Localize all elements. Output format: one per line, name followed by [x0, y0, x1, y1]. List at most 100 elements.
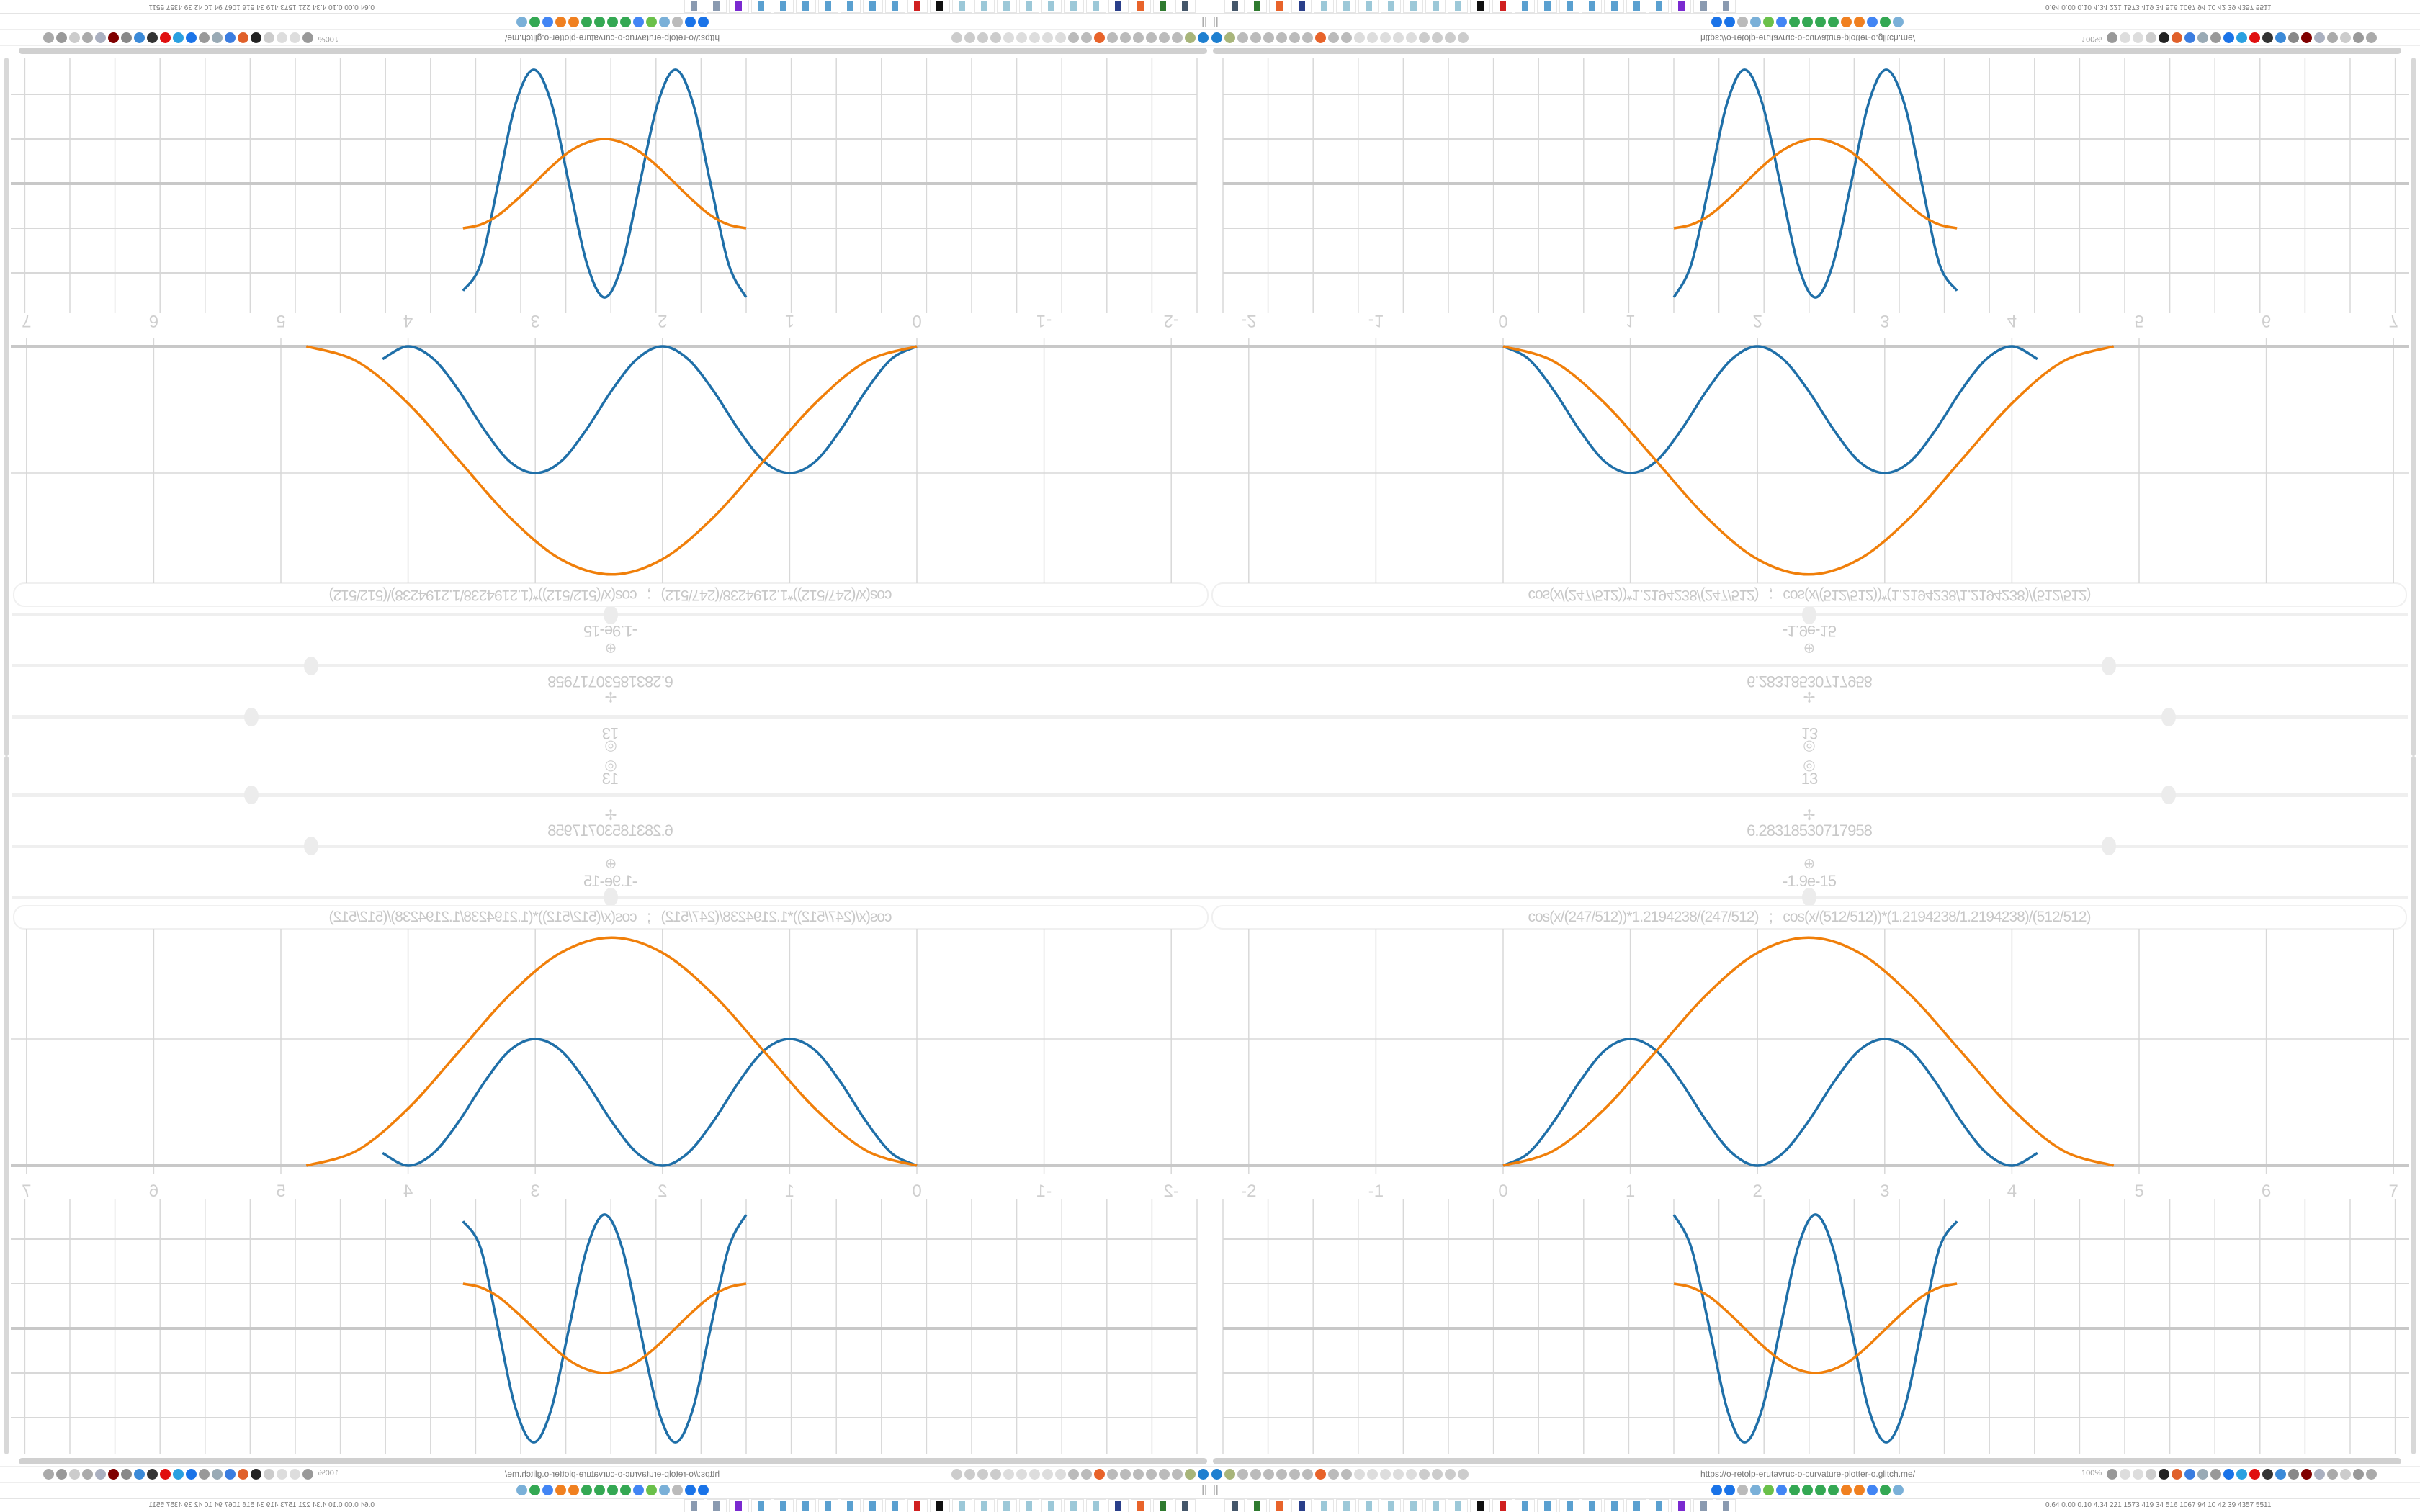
globe-icon[interactable] — [1237, 1469, 1248, 1480]
translate-icon[interactable] — [225, 32, 236, 43]
zoom-level[interactable]: 100% — [318, 1469, 339, 1477]
terminal-icon[interactable] — [1247, 0, 1267, 13]
notepad-icon[interactable] — [952, 1499, 972, 1512]
google-icon[interactable] — [607, 17, 618, 27]
settings-red-icon[interactable] — [1492, 0, 1512, 13]
document-icon[interactable] — [684, 0, 704, 13]
record-icon[interactable] — [160, 1469, 171, 1480]
google-icon[interactable] — [529, 17, 540, 27]
calculator-icon[interactable] — [885, 1499, 905, 1512]
calculator-icon[interactable] — [885, 0, 905, 13]
inkscape-icon[interactable] — [1470, 1499, 1490, 1512]
slider-handle[interactable] — [2161, 786, 2177, 804]
calculator-icon[interactable] — [818, 1499, 838, 1512]
period-slider[interactable] — [1210, 837, 2408, 855]
extension-icon[interactable] — [1224, 1469, 1235, 1480]
pause-icon[interactable]: || — [1213, 16, 1219, 28]
notepad-icon[interactable] — [974, 0, 995, 13]
google-icon[interactable] — [607, 1485, 618, 1495]
calculator-icon[interactable] — [751, 0, 771, 13]
google-icon[interactable] — [1828, 1485, 1839, 1495]
monitor-icon[interactable] — [1224, 0, 1245, 13]
dot-icon[interactable] — [1354, 1469, 1365, 1480]
monitor-icon[interactable] — [1175, 1499, 1196, 1512]
formula-input[interactable]: cos(x/(247/512))*1.2194238/(247/512) ; c… — [13, 905, 1209, 930]
horizontal-scrollbar[interactable] — [1213, 48, 2401, 54]
notepad-icon[interactable] — [1448, 1499, 1468, 1512]
archive-icon[interactable] — [121, 32, 132, 43]
settings-red-icon[interactable] — [1492, 1499, 1512, 1512]
gear-icon[interactable] — [2366, 32, 2377, 43]
color-picker-icon[interactable] — [238, 32, 248, 43]
forward-arrow-icon[interactable] — [2133, 1469, 2143, 1480]
vertical-scrollbar[interactable] — [4, 756, 9, 1454]
calculator-icon[interactable] — [774, 0, 794, 13]
offset-slider[interactable] — [1210, 606, 2408, 624]
globe-icon[interactable] — [1341, 1469, 1352, 1480]
bookmark-icon[interactable] — [672, 1485, 683, 1495]
snowflake-icon[interactable] — [1893, 1485, 1904, 1495]
gear-icon[interactable] — [43, 32, 54, 43]
mail-icon[interactable] — [1711, 17, 1722, 27]
download-icon[interactable] — [2159, 1469, 2169, 1480]
calculator-icon[interactable] — [1537, 0, 1557, 13]
terminal-icon[interactable] — [1153, 0, 1173, 13]
monitor-icon[interactable] — [1175, 0, 1196, 13]
color-picker-icon[interactable] — [2172, 32, 2182, 43]
mail-icon[interactable] — [698, 17, 709, 27]
google-icon[interactable] — [620, 17, 631, 27]
slider-handle[interactable] — [604, 888, 618, 906]
horizontal-scrollbar[interactable] — [19, 48, 1207, 54]
add-icon[interactable] — [2223, 1469, 2234, 1480]
dot-icon[interactable] — [1406, 1469, 1417, 1480]
gear-icon[interactable] — [1328, 1469, 1339, 1480]
slider-handle[interactable] — [304, 657, 318, 675]
google-icon[interactable] — [542, 1485, 553, 1495]
mouse-icon[interactable] — [2197, 1469, 2208, 1480]
shield-download-icon[interactable] — [173, 1469, 184, 1480]
wrench-icon[interactable] — [1302, 1469, 1313, 1480]
gear-icon[interactable] — [199, 1469, 210, 1480]
notepad-icon[interactable] — [1064, 0, 1084, 13]
gear-orange-icon[interactable] — [1841, 17, 1852, 27]
globe-icon[interactable] — [82, 32, 93, 43]
privacy-icon[interactable] — [95, 1469, 106, 1480]
back-arrow-icon[interactable] — [1432, 1469, 1443, 1480]
notepad-icon[interactable] — [1358, 0, 1379, 13]
dot-icon[interactable] — [1393, 1469, 1404, 1480]
star-icon[interactable] — [290, 1469, 300, 1480]
bookmark-icon[interactable] — [685, 17, 696, 27]
bookmark-icon[interactable] — [685, 1485, 696, 1495]
reload-icon[interactable] — [264, 1469, 274, 1480]
calculator-icon[interactable] — [1626, 0, 1646, 13]
formula-input[interactable]: cos(x/(247/512))*1.2194238/(247/512) ; c… — [13, 582, 1209, 607]
google-icon[interactable] — [1880, 17, 1891, 27]
privacy-mask-icon[interactable] — [1671, 1499, 1691, 1512]
notepad-icon[interactable] — [952, 0, 972, 13]
add-icon[interactable] — [186, 32, 197, 43]
center-slider[interactable] — [1210, 786, 2408, 804]
gear-orange-icon[interactable] — [555, 17, 566, 27]
firefox-icon[interactable] — [1269, 1499, 1289, 1512]
translate-icon[interactable] — [302, 32, 313, 43]
calculator-icon[interactable] — [841, 1499, 861, 1512]
bookmark-icon[interactable] — [1737, 17, 1748, 27]
notepad-icon[interactable] — [1425, 1499, 1446, 1512]
google-icon[interactable] — [1880, 1485, 1891, 1495]
calculator-icon[interactable] — [841, 0, 861, 13]
floppy-icon[interactable] — [1108, 1499, 1129, 1512]
puzzle-icon[interactable] — [69, 1469, 80, 1480]
trash-icon[interactable] — [2262, 1469, 2273, 1480]
google-icon[interactable] — [529, 1485, 540, 1495]
offset-slider[interactable] — [1210, 888, 2408, 906]
calculator-icon[interactable] — [1604, 1499, 1624, 1512]
privacy-icon[interactable] — [2314, 1469, 2325, 1480]
ublock-icon[interactable] — [108, 1469, 119, 1480]
record-icon[interactable] — [160, 32, 171, 43]
share-icon[interactable] — [134, 1469, 145, 1480]
google-icon[interactable] — [581, 17, 592, 27]
gear-icon[interactable] — [43, 1469, 54, 1480]
feather-icon[interactable] — [1763, 1485, 1774, 1495]
google-icon[interactable] — [542, 17, 553, 27]
shield-download-icon[interactable] — [2236, 1469, 2247, 1480]
